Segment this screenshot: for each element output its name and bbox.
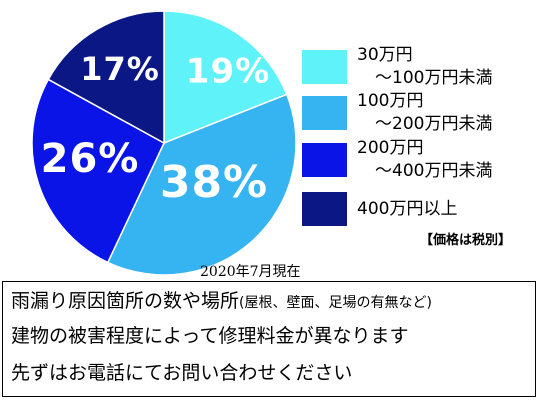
- legend-label-3-line2: 〜400万円未満: [375, 161, 492, 181]
- legend-swatch-3: [302, 143, 347, 177]
- legend-label-1: 30万円: [357, 45, 413, 65]
- slice-label-4: 17%: [80, 50, 160, 88]
- legend-label-4: 400万円以上: [357, 199, 457, 219]
- info-line-1-main: 雨漏り原因箇所の数や場所: [11, 290, 240, 312]
- legend-label-2: 100万円: [357, 91, 423, 111]
- pie-chart: 19% 38% 26% 17% 30万円〜100万円未満 100万円〜200万円未満 20…: [31, 10, 492, 276]
- pie-slice-2: [106, 93, 297, 276]
- legend-swatch-1: [302, 50, 347, 84]
- slice-label-1: 19%: [186, 52, 270, 92]
- legend-label-2-line2: 〜200万円未満: [375, 114, 492, 134]
- legend-label-3: 200万円: [357, 138, 423, 158]
- info-line-1: 雨漏り原因箇所の数や場所(屋根、壁面、足場の有無など): [11, 286, 432, 313]
- pie-slice-1: [163, 10, 288, 145]
- date-label: 2020年7月現在: [200, 264, 301, 280]
- info-line-2: 建物の被害程度によって修理料金が異なります: [11, 325, 409, 347]
- price-note: 【価格は税別】: [420, 233, 512, 248]
- slice-label-2: 38%: [160, 157, 268, 208]
- legend-swatch-2: [302, 96, 347, 130]
- pie-slice-4: [47, 10, 165, 145]
- slice-label-3: 26%: [41, 136, 140, 182]
- info-line-3: 先ずはお電話にてお問い合わせください: [11, 362, 353, 384]
- legend-swatch-4: [302, 192, 347, 226]
- info-line-1-sub: (屋根、壁面、足場の有無など): [239, 295, 432, 311]
- legend-label-1-line2: 〜100万円未満: [375, 68, 492, 88]
- info-box: 雨漏り原因箇所の数や場所(屋根、壁面、足場の有無など) 建物の被害程度によって修…: [2, 281, 536, 397]
